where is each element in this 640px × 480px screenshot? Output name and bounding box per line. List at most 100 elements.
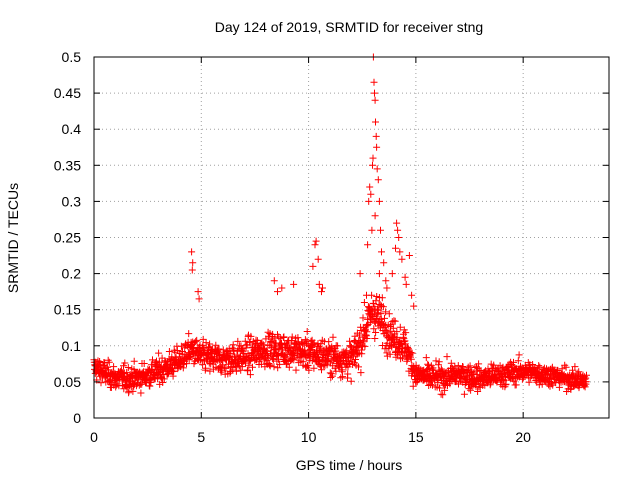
data-point-marker	[188, 248, 196, 256]
data-point-marker	[358, 350, 366, 358]
data-point-marker	[363, 328, 371, 336]
data-point-marker	[475, 383, 483, 391]
data-point-marker	[410, 302, 418, 310]
data-point-marker	[247, 332, 255, 340]
data-point-marker	[525, 378, 533, 386]
data-point-marker	[582, 378, 590, 386]
data-point-marker	[408, 349, 416, 357]
data-point-marker	[202, 339, 210, 347]
data-point-marker	[447, 359, 455, 367]
data-point-marker	[274, 288, 281, 296]
data-point-marker	[121, 359, 129, 367]
data-point-marker	[469, 369, 477, 377]
data-point-marker	[372, 297, 380, 305]
data-point-marker	[229, 341, 237, 349]
data-point-marker	[311, 241, 319, 249]
data-point-marker	[329, 333, 337, 341]
data-point-marker	[386, 350, 394, 358]
data-point-marker	[258, 339, 266, 347]
data-point-marker	[378, 248, 385, 256]
data-point-marker	[583, 371, 590, 379]
data-point-marker	[364, 241, 372, 249]
data-point-marker	[383, 284, 391, 292]
data-point-marker	[439, 391, 447, 399]
data-point-marker	[301, 336, 309, 344]
data-point-marker	[405, 252, 413, 259]
data-point-marker	[443, 353, 451, 361]
data-point-marker	[515, 351, 523, 359]
data-point-marker	[360, 299, 368, 306]
data-point-marker	[394, 226, 402, 234]
data-point-marker	[436, 384, 443, 392]
data-point-marker	[374, 176, 382, 184]
x-tick-label: 0	[90, 429, 98, 445]
data-point-marker	[249, 363, 256, 371]
data-point-marker	[407, 355, 415, 363]
data-point-marker	[184, 349, 192, 357]
y-tick-label: 0.2	[62, 266, 82, 282]
data-point-marker	[408, 291, 416, 299]
data-point-marker	[290, 280, 298, 288]
data-point-marker	[357, 369, 365, 377]
data-point-marker	[409, 382, 417, 390]
data-point-marker	[197, 356, 205, 364]
data-point-marker	[538, 380, 546, 388]
data-point-marker	[278, 284, 286, 292]
data-point-marker	[500, 377, 508, 385]
data-point-marker	[303, 328, 311, 335]
data-point-marker	[471, 364, 479, 371]
data-point-marker	[337, 374, 345, 382]
data-point-marker	[315, 358, 323, 365]
data-point-marker	[318, 288, 325, 296]
data-point-marker	[310, 339, 318, 347]
y-tick-label: 0.4	[62, 121, 82, 137]
data-point-marker	[361, 342, 369, 350]
data-point-marker	[393, 219, 401, 227]
x-tick-label: 20	[515, 429, 531, 445]
data-point-marker	[372, 132, 380, 140]
data-point-marker	[562, 363, 570, 371]
data-point-marker	[155, 349, 163, 357]
data-point-marker	[124, 364, 132, 371]
data-point-marker	[466, 362, 474, 370]
data-point-marker	[155, 358, 163, 366]
data-point-marker	[339, 373, 347, 381]
data-point-marker	[270, 277, 278, 285]
data-point-marker	[475, 360, 483, 368]
data-point-marker	[96, 358, 104, 365]
data-point-marker	[402, 280, 410, 288]
data-point-marker	[571, 363, 579, 371]
data-point-marker	[206, 340, 214, 348]
y-tick-label: 0.35	[54, 157, 81, 173]
data-point-marker	[310, 364, 318, 372]
data-point-marker	[366, 183, 374, 191]
data-point-marker	[266, 362, 274, 370]
data-point-marker	[374, 305, 381, 313]
data-point-marker	[315, 280, 323, 288]
data-point-marker	[380, 259, 388, 267]
data-point-marker	[548, 380, 556, 388]
data-point-marker	[325, 338, 333, 346]
data-point-marker	[314, 255, 322, 263]
data-point-marker	[580, 381, 588, 389]
data-point-marker	[177, 342, 185, 350]
data-point-marker	[401, 273, 409, 281]
data-point-marker	[206, 367, 214, 375]
data-point-marker	[268, 355, 276, 363]
data-point-marker	[225, 345, 233, 353]
data-point-marker	[407, 349, 415, 356]
y-tick-label: 0.45	[54, 85, 81, 101]
data-point-marker	[195, 295, 203, 303]
data-point-marker	[140, 360, 148, 367]
data-point-marker	[372, 329, 380, 336]
data-point-marker	[446, 380, 454, 388]
data-point-marker	[401, 340, 409, 348]
data-point-marker	[312, 237, 320, 245]
data-point-marker	[396, 323, 404, 331]
data-point-marker	[392, 244, 399, 252]
data-point-marker	[97, 379, 105, 387]
data-point-marker	[510, 358, 517, 366]
data-point-marker	[460, 390, 468, 398]
data-points	[90, 53, 590, 399]
